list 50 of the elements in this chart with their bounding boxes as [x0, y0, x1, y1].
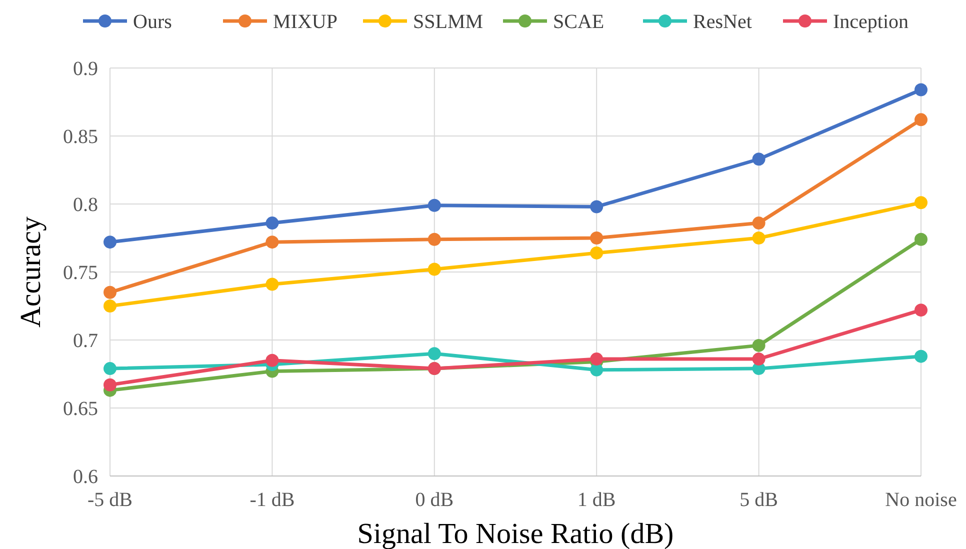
point [914, 196, 928, 210]
point [914, 350, 928, 363]
legend-label: Ours [133, 11, 172, 33]
point [104, 378, 116, 392]
x-tick-label: 0 dB [415, 489, 454, 511]
x-tick-label: No noise [885, 489, 957, 511]
point [752, 352, 766, 366]
y-axis-title: Accuracy [15, 216, 47, 328]
point [914, 83, 928, 96]
point [752, 216, 766, 230]
legend-label: SSLMM [413, 11, 484, 33]
y-tick-label: 0.7 [73, 330, 98, 352]
point [428, 232, 441, 246]
y-tick-label: 0.6 [73, 466, 98, 488]
point [104, 300, 116, 312]
point [428, 262, 441, 276]
x-tick-label: 1 dB [577, 489, 616, 511]
y-tick-label: 0.9 [73, 58, 98, 80]
point [752, 338, 766, 352]
point [590, 352, 604, 366]
y-tick-label: 0.75 [63, 262, 98, 284]
point [590, 246, 604, 260]
x-axis-title: Signal To Noise Ratio (dB) [357, 518, 674, 549]
legend-label: SCAE [553, 11, 604, 33]
point [752, 232, 766, 244]
legend-label: MIXUP [273, 11, 338, 33]
point [914, 113, 928, 126]
point [752, 152, 766, 166]
y-tick-label: 0.8 [73, 194, 98, 216]
point [266, 216, 279, 230]
point [590, 232, 604, 244]
x-tick-label: 5 dB [740, 489, 778, 511]
point [266, 354, 279, 367]
point [428, 198, 441, 212]
point [428, 347, 441, 360]
x-tick-label: -5 dB [88, 489, 132, 511]
point [104, 362, 116, 376]
point [266, 236, 279, 249]
point [104, 286, 116, 299]
legend-label: ResNet [693, 11, 752, 33]
point [266, 278, 279, 291]
point [914, 232, 928, 246]
x-tick-label: -1 dB [250, 489, 295, 511]
y-tick-label: 0.65 [63, 398, 98, 420]
legend-label: Inception [833, 11, 909, 33]
point [590, 363, 604, 376]
y-tick-label: 0.85 [63, 126, 98, 148]
point [590, 200, 604, 214]
point [104, 236, 116, 249]
point [914, 304, 928, 317]
